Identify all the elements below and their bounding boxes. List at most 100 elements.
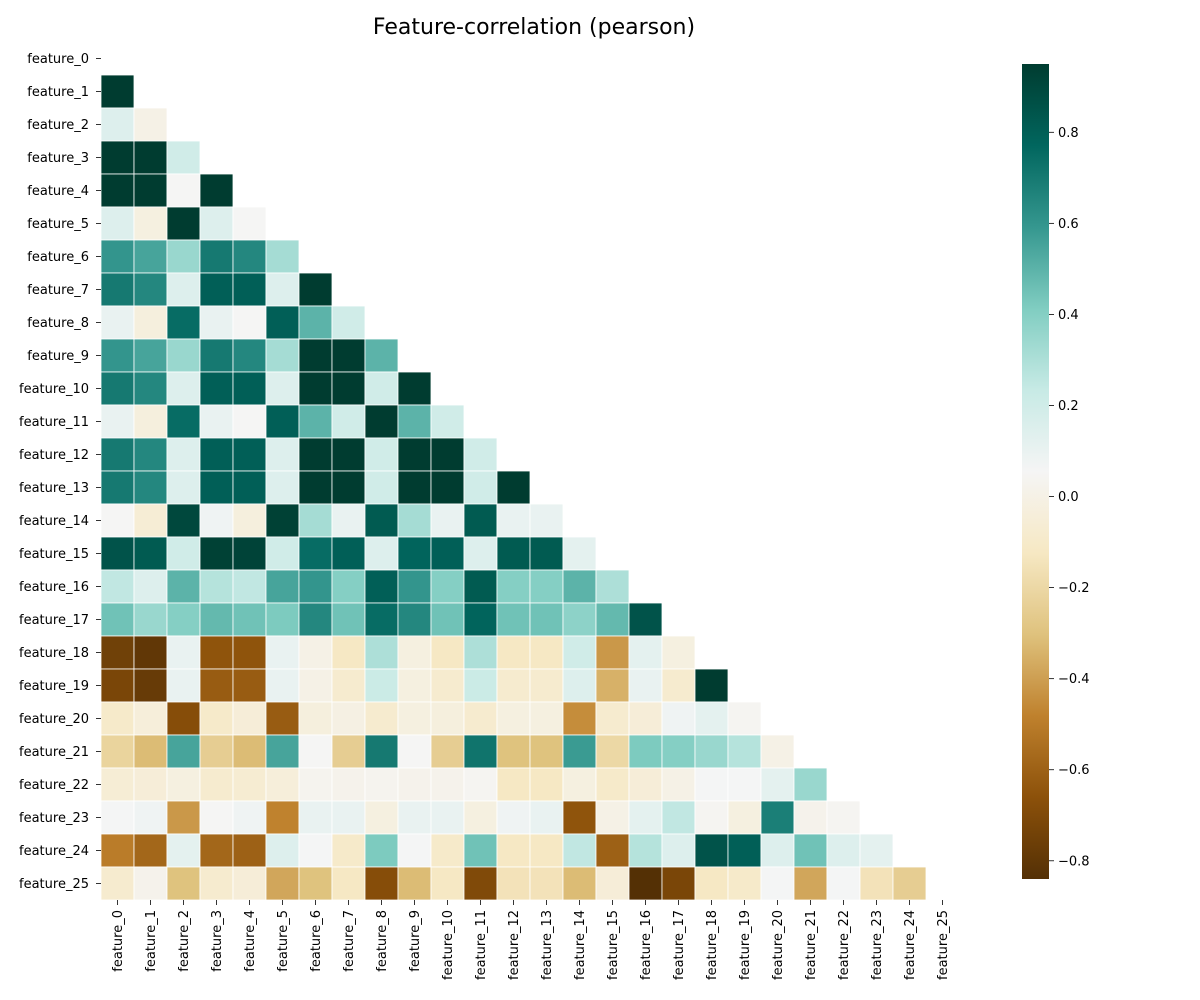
x-tick-label: feature_11	[474, 910, 489, 980]
heatmap-cell-13-4	[232, 470, 267, 505]
heatmap-cell-12-6	[298, 437, 333, 472]
heatmap-cell-23-4	[232, 800, 267, 835]
heatmap-cell-13-12	[496, 470, 531, 505]
heatmap-cell-7-6	[298, 272, 333, 307]
heatmap-cell-18-17	[661, 635, 696, 670]
chart-title: Feature-correlation (pearson)	[373, 15, 695, 40]
heatmap-cell-25-21	[793, 866, 828, 901]
heatmap-cell-16-4	[232, 569, 267, 604]
heatmap-cell-23-2	[166, 800, 201, 835]
heatmap-cell-14-0	[100, 503, 135, 538]
heatmap-cell-21-9	[397, 734, 432, 769]
heatmap-cell-15-7	[331, 536, 366, 571]
heatmap-cell-10-4	[232, 371, 267, 406]
heatmap-cell-18-1	[133, 635, 168, 670]
y-tick-label: feature_23	[19, 811, 89, 826]
heatmap-cell-16-3	[199, 569, 234, 604]
heatmap-cell-5-0	[100, 206, 135, 241]
heatmap-cell-19-9	[397, 668, 432, 703]
colorbar-tick-label: 0.2	[1058, 399, 1079, 414]
heatmap-cell-13-7	[331, 470, 366, 505]
heatmap-cell-14-13	[529, 503, 564, 538]
heatmap-cell-10-0	[100, 371, 135, 406]
heatmap-cell-16-10	[430, 569, 465, 604]
x-tick-label: feature_20	[771, 910, 786, 980]
x-tick-label: feature_16	[639, 910, 654, 980]
y-tick-label: feature_22	[19, 778, 89, 793]
y-tick-label: feature_6	[27, 250, 89, 265]
heatmap-cell-13-5	[265, 470, 300, 505]
heatmap-cell-14-1	[133, 503, 168, 538]
heatmap-cell-3-0	[100, 140, 135, 175]
heatmap-cell-22-8	[364, 767, 399, 802]
heatmap-cell-23-6	[298, 800, 333, 835]
heatmap-cell-13-6	[298, 470, 333, 505]
heatmap-cell-8-7	[331, 305, 366, 340]
heatmap-cell-25-24	[892, 866, 927, 901]
heatmap-cell-19-4	[232, 668, 267, 703]
heatmap-cell-21-14	[562, 734, 597, 769]
heatmap-cell-9-0	[100, 338, 135, 373]
heatmap-cell-8-1	[133, 305, 168, 340]
heatmap-cell-16-9	[397, 569, 432, 604]
heatmap-cell-21-8	[364, 734, 399, 769]
heatmap-cell-25-13	[529, 866, 564, 901]
heatmap-cell-14-3	[199, 503, 234, 538]
heatmap-cell-25-16	[628, 866, 663, 901]
heatmap-cell-11-9	[397, 404, 432, 439]
heatmap-cell-11-8	[364, 404, 399, 439]
heatmap-cell-22-5	[265, 767, 300, 802]
heatmap-cell-25-15	[595, 866, 630, 901]
heatmap-cell-23-20	[760, 800, 795, 835]
heatmap-cell-15-3	[199, 536, 234, 571]
heatmap-cell-10-1	[133, 371, 168, 406]
heatmap-cell-12-8	[364, 437, 399, 472]
heatmap-cell-16-14	[562, 569, 597, 604]
heatmap-cell-20-2	[166, 701, 201, 736]
heatmap-cell-15-5	[265, 536, 300, 571]
heatmap-cell-20-13	[529, 701, 564, 736]
y-tick-label: feature_4	[27, 184, 89, 199]
heatmap-cell-21-6	[298, 734, 333, 769]
heatmap-cell-16-13	[529, 569, 564, 604]
heatmap-cell-17-0	[100, 602, 135, 637]
heatmap-cell-12-5	[265, 437, 300, 472]
heatmap-cell-15-4	[232, 536, 267, 571]
heatmap-cell-22-2	[166, 767, 201, 802]
heatmap-cell-12-10	[430, 437, 465, 472]
y-tick-label: feature_18	[19, 646, 89, 661]
x-tick-label: feature_19	[738, 910, 753, 980]
heatmap-cell-21-15	[595, 734, 630, 769]
heatmap-cell-16-15	[595, 569, 630, 604]
y-tick-label: feature_15	[19, 547, 89, 562]
y-tick-label: feature_2	[27, 118, 89, 133]
y-tick-label: feature_14	[19, 514, 89, 529]
heatmap-cell-8-6	[298, 305, 333, 340]
heatmap-cell-19-17	[661, 668, 696, 703]
heatmap-cell-5-1	[133, 206, 168, 241]
heatmap-cell-19-0	[100, 668, 135, 703]
heatmap-cell-16-1	[133, 569, 168, 604]
heatmap-cell-25-6	[298, 866, 333, 901]
heatmap-cell-19-6	[298, 668, 333, 703]
heatmap-cell-19-14	[562, 668, 597, 703]
heatmap-cell-24-21	[793, 833, 828, 868]
x-tick-label: feature_25	[936, 910, 951, 980]
y-tick-label: feature_12	[19, 448, 89, 463]
heatmap-cell-23-21	[793, 800, 828, 835]
heatmap-cell-12-11	[463, 437, 498, 472]
colorbar-tick-label: −0.4	[1058, 672, 1090, 687]
heatmap-cell-12-2	[166, 437, 201, 472]
heatmap-cell-16-11	[463, 569, 498, 604]
heatmap-cell-20-14	[562, 701, 597, 736]
heatmap-cell-11-1	[133, 404, 168, 439]
heatmap-cell-7-4	[232, 272, 267, 307]
heatmap-cell-16-7	[331, 569, 366, 604]
heatmap-cell-17-3	[199, 602, 234, 637]
heatmap-cell-23-15	[595, 800, 630, 835]
heatmap-cell-21-18	[694, 734, 729, 769]
heatmap-cell-25-2	[166, 866, 201, 901]
heatmap-cell-22-6	[298, 767, 333, 802]
y-tick-label: feature_21	[19, 745, 89, 760]
heatmap-cell-22-1	[133, 767, 168, 802]
